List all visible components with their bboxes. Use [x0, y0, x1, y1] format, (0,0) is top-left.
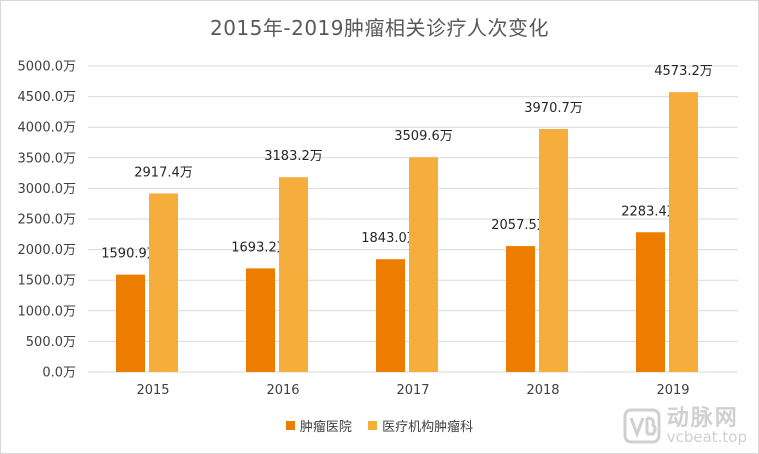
x-tick-label: 2017 — [396, 383, 429, 398]
watermark-text: 动脉网 vcbeat.top — [666, 405, 747, 446]
bar-series-1 — [506, 246, 535, 372]
x-tick-label: 2016 — [266, 383, 299, 398]
y-tick-label: 5000.0万 — [18, 60, 77, 75]
y-tick-label: 3500.0万 — [18, 151, 77, 166]
y-tick-label: 3000.0万 — [18, 182, 77, 197]
bar-series-1 — [246, 268, 275, 372]
chart-legend: 肿瘤医院 医疗机构肿瘤科 — [0, 416, 759, 435]
chart-title: 2015年-2019肿瘤相关诊疗人次变化 — [209, 16, 549, 40]
watermark-brand: 动脉网 — [666, 405, 739, 431]
bar-series-1 — [636, 232, 665, 372]
legend-item-series-1: 肿瘤医院 — [285, 416, 352, 435]
legend-label-series-2: 医疗机构肿瘤科 — [382, 420, 474, 435]
y-tick-label: 2000.0万 — [18, 243, 77, 258]
data-label: 4573.2万 — [654, 64, 713, 79]
bar-series-2 — [149, 193, 178, 372]
x-tick-label: 2015 — [136, 383, 169, 398]
legend-swatch-series-2 — [368, 421, 378, 430]
bar-series-2 — [409, 157, 438, 372]
watermark: 动脉网 vcbeat.top — [623, 406, 747, 446]
legend-swatch-series-1 — [285, 421, 295, 430]
bar-series-1 — [116, 274, 145, 372]
legend-item-series-2: 医疗机构肿瘤科 — [368, 416, 473, 435]
y-tick-label: 1000.0万 — [18, 304, 77, 319]
x-tick-label: 2018 — [526, 383, 559, 398]
y-tick-label: 1500.0万 — [18, 274, 77, 289]
data-label: 2917.4万 — [134, 165, 193, 180]
bar-series-2 — [539, 128, 568, 372]
y-tick-label: 500.0万 — [26, 335, 76, 350]
bar-series-2 — [669, 92, 698, 372]
data-label: 2057.5万 — [491, 218, 550, 233]
data-label: 1693.2万 — [231, 240, 290, 255]
bar-series-2 — [279, 177, 308, 372]
watermark-url: vcbeat.top — [666, 427, 747, 446]
data-label: 1590.9万 — [101, 247, 160, 262]
bar-series-1 — [376, 259, 405, 372]
y-tick-label: 4000.0万 — [18, 121, 77, 136]
x-tick-label: 2019 — [656, 383, 689, 398]
vb-logo-icon — [623, 408, 661, 444]
data-label: 3183.2万 — [264, 149, 323, 164]
y-tick-label: 4500.0万 — [18, 90, 77, 105]
data-label: 3970.7万 — [524, 101, 583, 116]
y-tick-label: 0.0万 — [42, 366, 76, 381]
data-label: 1843.0万 — [361, 231, 420, 246]
data-label: 3509.6万 — [394, 129, 453, 144]
data-label: 2283.4万 — [621, 204, 680, 219]
y-tick-label: 2500.0万 — [18, 213, 77, 228]
legend-label-series-1: 肿瘤医院 — [299, 420, 352, 435]
